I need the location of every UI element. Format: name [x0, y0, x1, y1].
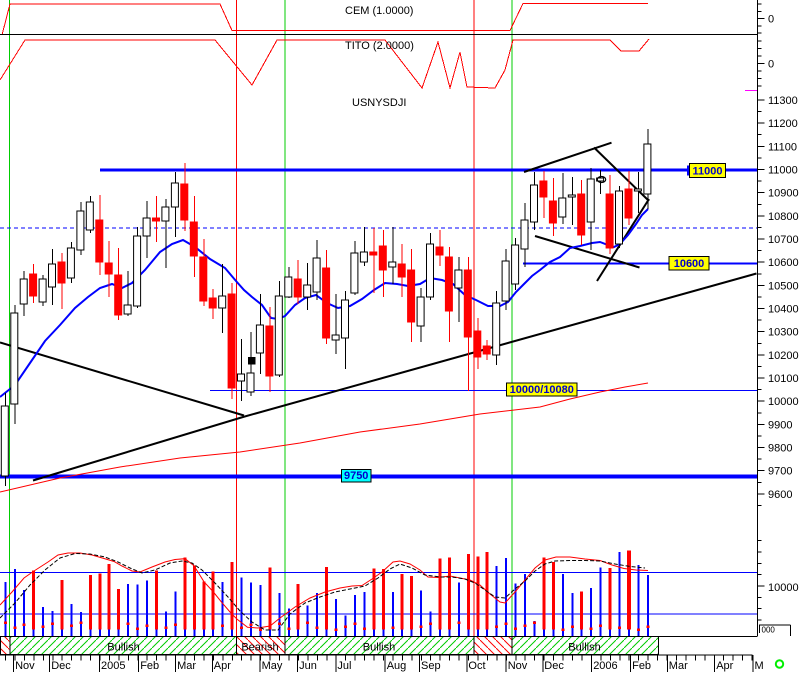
svg-text:2006: 2006 — [593, 660, 617, 672]
svg-text:9700: 9700 — [768, 466, 792, 478]
svg-text:M: M — [755, 660, 764, 672]
svg-text:Aug: Aug — [387, 660, 407, 672]
svg-text:10400: 10400 — [768, 304, 799, 316]
svg-text:11100: 11100 — [768, 141, 797, 153]
svg-text:Dec: Dec — [544, 660, 564, 672]
svg-text:10800: 10800 — [768, 211, 799, 223]
svg-text:Apr: Apr — [716, 660, 733, 672]
svg-text:Bullish: Bullish — [107, 642, 139, 654]
svg-text:10000: 10000 — [768, 396, 799, 408]
svg-text:USNYSDJI: USNYSDJI — [352, 97, 406, 109]
svg-text:0: 0 — [768, 14, 774, 26]
svg-text:10600: 10600 — [674, 258, 705, 270]
svg-text:9800: 9800 — [768, 443, 792, 455]
svg-text:11000: 11000 — [693, 166, 723, 178]
svg-text:11300: 11300 — [768, 95, 798, 107]
svg-text:9600: 9600 — [768, 489, 792, 501]
svg-text:0: 0 — [768, 59, 774, 71]
svg-text:May: May — [262, 660, 283, 672]
svg-text:Feb: Feb — [632, 660, 651, 672]
svg-text:10600: 10600 — [768, 257, 799, 269]
svg-text:9900: 9900 — [768, 419, 792, 431]
svg-text:10500: 10500 — [768, 280, 799, 292]
svg-text:000: 000 — [762, 626, 776, 635]
svg-text:Apr: Apr — [214, 660, 231, 672]
svg-text:10300: 10300 — [768, 327, 799, 339]
svg-text:Oct: Oct — [468, 660, 485, 672]
svg-text:10000/10080: 10000/10080 — [510, 384, 574, 396]
svg-text:Bearish: Bearish — [241, 642, 278, 654]
svg-text:10700: 10700 — [768, 234, 799, 246]
svg-text:9750: 9750 — [344, 470, 368, 482]
svg-text:Bullish: Bullish — [363, 642, 395, 654]
svg-text:10200: 10200 — [768, 350, 799, 362]
svg-text:Jun: Jun — [299, 660, 317, 672]
svg-text:Feb: Feb — [140, 660, 159, 672]
svg-text:Bullish: Bullish — [568, 642, 600, 654]
svg-text:10000: 10000 — [768, 582, 799, 594]
svg-text:2005: 2005 — [101, 660, 125, 672]
svg-text:10100: 10100 — [768, 373, 799, 385]
svg-text:CEM (1.0000): CEM (1.0000) — [345, 5, 413, 17]
svg-text:Dec: Dec — [51, 660, 71, 672]
svg-text:Jul: Jul — [337, 660, 351, 672]
svg-text:Nov: Nov — [15, 660, 35, 672]
svg-text:10900: 10900 — [768, 188, 799, 200]
svg-text:Mar: Mar — [177, 660, 196, 672]
svg-text:Mar: Mar — [669, 660, 688, 672]
svg-text:11200: 11200 — [768, 118, 798, 130]
svg-text:TITO (2.0000): TITO (2.0000) — [345, 40, 414, 52]
svg-text:Nov: Nov — [508, 660, 528, 672]
svg-text:Sep: Sep — [421, 660, 441, 672]
svg-text:11000: 11000 — [768, 165, 798, 177]
